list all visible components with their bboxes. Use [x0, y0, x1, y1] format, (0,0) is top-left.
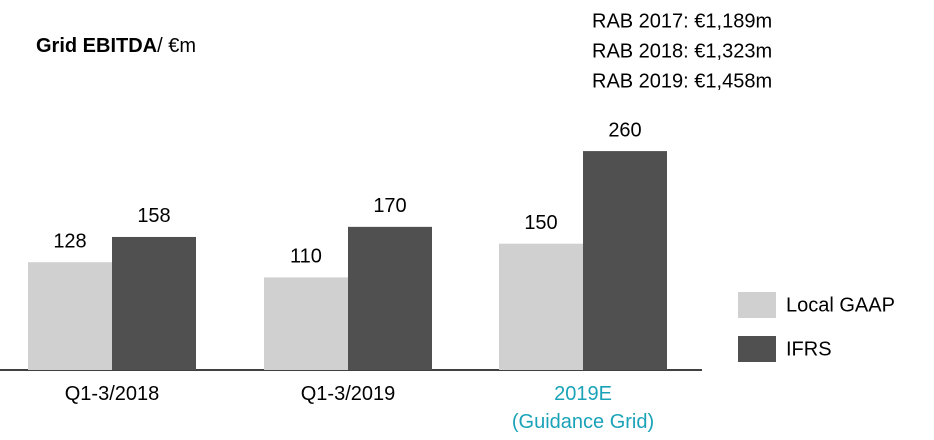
bar: [583, 151, 667, 370]
data-label: 110: [290, 246, 322, 268]
annotation: RAB 2017: €1,189m: [592, 10, 772, 32]
data-label: 260: [608, 119, 641, 141]
x-tick-label: Q1-3/2018: [64, 383, 160, 405]
annotation: RAB 2019: €1,458m: [592, 70, 772, 92]
bar: [264, 277, 348, 370]
annotation: RAB 2018: €1,323m: [592, 40, 772, 62]
bar: [499, 243, 583, 370]
chart-title: Grid EBITDA/ €m: [36, 35, 196, 57]
bar: [112, 236, 196, 370]
bar: [28, 262, 112, 370]
title-main: Grid EBITDA: [36, 35, 157, 57]
data-label: 128: [53, 231, 86, 253]
bar: [348, 226, 432, 370]
legend-label: IFRS: [786, 338, 832, 360]
title-unit: / €m: [157, 35, 196, 57]
legend-swatch: [738, 292, 776, 318]
x-tick-label: 2019E (Guidance Grid): [511, 383, 655, 433]
data-label: 158: [137, 205, 170, 227]
legend-label: Local GAAP: [786, 294, 895, 316]
data-label: 170: [373, 195, 406, 217]
x-tick-label: Q1-3/2019: [300, 383, 396, 405]
legend-swatch: [738, 336, 776, 362]
data-label: 150: [524, 212, 557, 234]
